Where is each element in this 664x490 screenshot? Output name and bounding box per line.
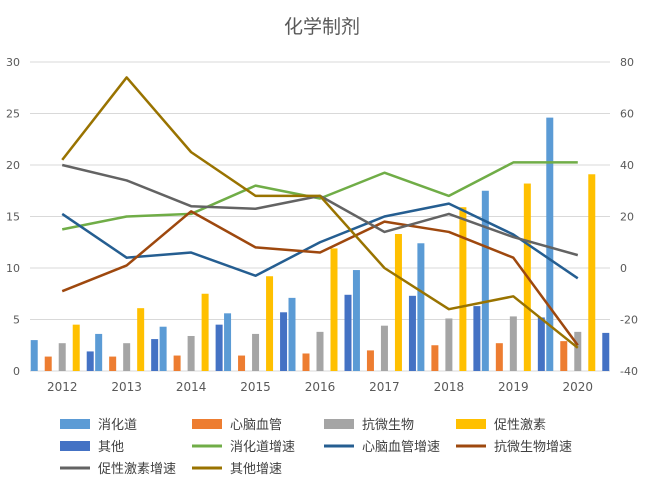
bar-促性激素-2017 <box>394 234 402 371</box>
x-tick-label: 2012 <box>47 380 78 394</box>
legend-swatch-其他 <box>60 441 90 451</box>
bar-消化道-2012 <box>30 340 38 371</box>
bar-抗微生物-2015 <box>252 333 260 371</box>
bar-心脑血管-2015 <box>238 355 246 371</box>
bar-消化道-2019 <box>481 190 489 371</box>
left-tick-label: 25 <box>6 108 20 121</box>
legend-label-抗微生物增速: 抗微生物增速 <box>494 440 572 455</box>
bar-其他-2014 <box>215 324 223 371</box>
legend-swatch-消化道 <box>60 419 90 429</box>
gridlines <box>30 61 610 372</box>
bar-促性激素-2015 <box>266 276 274 371</box>
bar-抗微生物-2014 <box>187 335 195 371</box>
bar-心脑血管-2014 <box>173 355 181 371</box>
bar-抗微生物-2016 <box>316 331 324 371</box>
bar-消化道-2016 <box>288 297 296 371</box>
right-tick-label: 60 <box>620 108 634 121</box>
bar-消化道-2013 <box>95 333 103 371</box>
line-series-group <box>61 76 579 349</box>
bar-促性激素-2018 <box>459 207 467 371</box>
x-tick-label: 2016 <box>305 380 336 394</box>
line-其他增速 <box>61 76 579 349</box>
bar-抗微生物-2017 <box>380 325 388 371</box>
bar-抗微生物-2018 <box>445 318 453 371</box>
x-tick-label: 2015 <box>240 380 271 394</box>
bar-消化道-2018 <box>417 243 425 371</box>
legend-swatch-抗微生物 <box>324 419 354 429</box>
legend-label-其他: 其他 <box>98 440 124 455</box>
legend-label-心脑血管增速: 心脑血管增速 <box>362 440 440 455</box>
x-tick-label: 2020 <box>563 380 594 394</box>
bar-消化道-2017 <box>352 270 360 371</box>
bar-其他-2019 <box>537 317 545 371</box>
bar-促性激素-2016 <box>330 248 338 371</box>
x-tick-label: 2013 <box>111 380 142 394</box>
bar-促性激素-2014 <box>201 293 209 371</box>
bar-消化道-2014 <box>159 326 167 371</box>
bar-抗微生物-2013 <box>123 343 131 371</box>
legend-label-抗微生物: 抗微生物 <box>362 418 414 433</box>
bar-心脑血管-2017 <box>366 350 374 371</box>
bar-促性激素-2013 <box>137 308 145 371</box>
bar-促性激素-2020 <box>588 174 596 371</box>
left-axis-ticks: 0 5 10 15 20 25 30 <box>6 56 20 378</box>
legend-label-其他增速: 其他增速 <box>230 462 282 477</box>
chart-title: 化学制剂 <box>284 16 360 38</box>
right-tick-label: -40 <box>620 365 638 378</box>
x-tick-label: 2014 <box>176 380 207 394</box>
line-抗微生物增速 <box>61 210 579 346</box>
bar-心脑血管-2012 <box>44 356 52 371</box>
x-tick-label: 2017 <box>369 380 400 394</box>
right-tick-label: 0 <box>620 262 627 275</box>
bar-心脑血管-2016 <box>302 353 310 371</box>
bar-其他-2013 <box>151 339 159 371</box>
bar-其他-2020 <box>602 332 610 371</box>
legend-label-消化道增速: 消化道增速 <box>230 440 295 455</box>
left-tick-label: 5 <box>13 314 20 327</box>
bar-series-group <box>30 117 610 372</box>
bar-心脑血管-2013 <box>109 356 117 371</box>
bar-抗微生物-2019 <box>509 316 517 371</box>
x-tick-label: 2019 <box>498 380 529 394</box>
bar-其他-2016 <box>344 294 352 371</box>
left-tick-label: 30 <box>6 56 20 69</box>
legend-swatch-心脑血管 <box>192 419 222 429</box>
line-消化道增速 <box>61 161 578 231</box>
legend-swatch-促性激素 <box>456 419 486 429</box>
left-tick-label: 20 <box>6 159 20 172</box>
right-axis-ticks: -40 -20 0 20 40 60 80 <box>620 56 638 378</box>
right-tick-label: -20 <box>620 314 638 327</box>
bar-其他-2012 <box>86 351 94 371</box>
bar-心脑血管-2020 <box>560 341 568 371</box>
left-tick-label: 0 <box>13 365 20 378</box>
left-tick-label: 10 <box>6 262 20 275</box>
left-tick-label: 15 <box>6 211 20 224</box>
line-心脑血管增速 <box>61 202 579 280</box>
bar-其他-2017 <box>408 295 416 371</box>
x-tick-label: 2018 <box>434 380 465 394</box>
right-tick-label: 20 <box>620 211 634 224</box>
bar-消化道-2020 <box>546 117 554 372</box>
bar-其他-2015 <box>280 312 288 371</box>
right-tick-label: 80 <box>620 56 634 69</box>
legend-label-心脑血管: 心脑血管 <box>230 418 282 433</box>
legend-label-消化道: 消化道 <box>98 418 137 433</box>
right-tick-label: 40 <box>620 159 634 172</box>
x-axis-ticks: 2012 2013 2014 2015 2016 2017 2018 2019 2020 <box>47 380 593 394</box>
bar-心脑血管-2018 <box>431 345 439 371</box>
bar-抗微生物-2012 <box>58 343 66 371</box>
legend-label-促性激素增速: 促性激素增速 <box>98 462 176 477</box>
legend-label-促性激素: 促性激素 <box>494 418 546 433</box>
bar-心脑血管-2019 <box>495 343 503 371</box>
bar-抗微生物-2020 <box>574 331 582 371</box>
bar-其他-2018 <box>473 306 481 371</box>
bar-促性激素-2012 <box>72 324 80 371</box>
bar-消化道-2015 <box>224 313 232 371</box>
